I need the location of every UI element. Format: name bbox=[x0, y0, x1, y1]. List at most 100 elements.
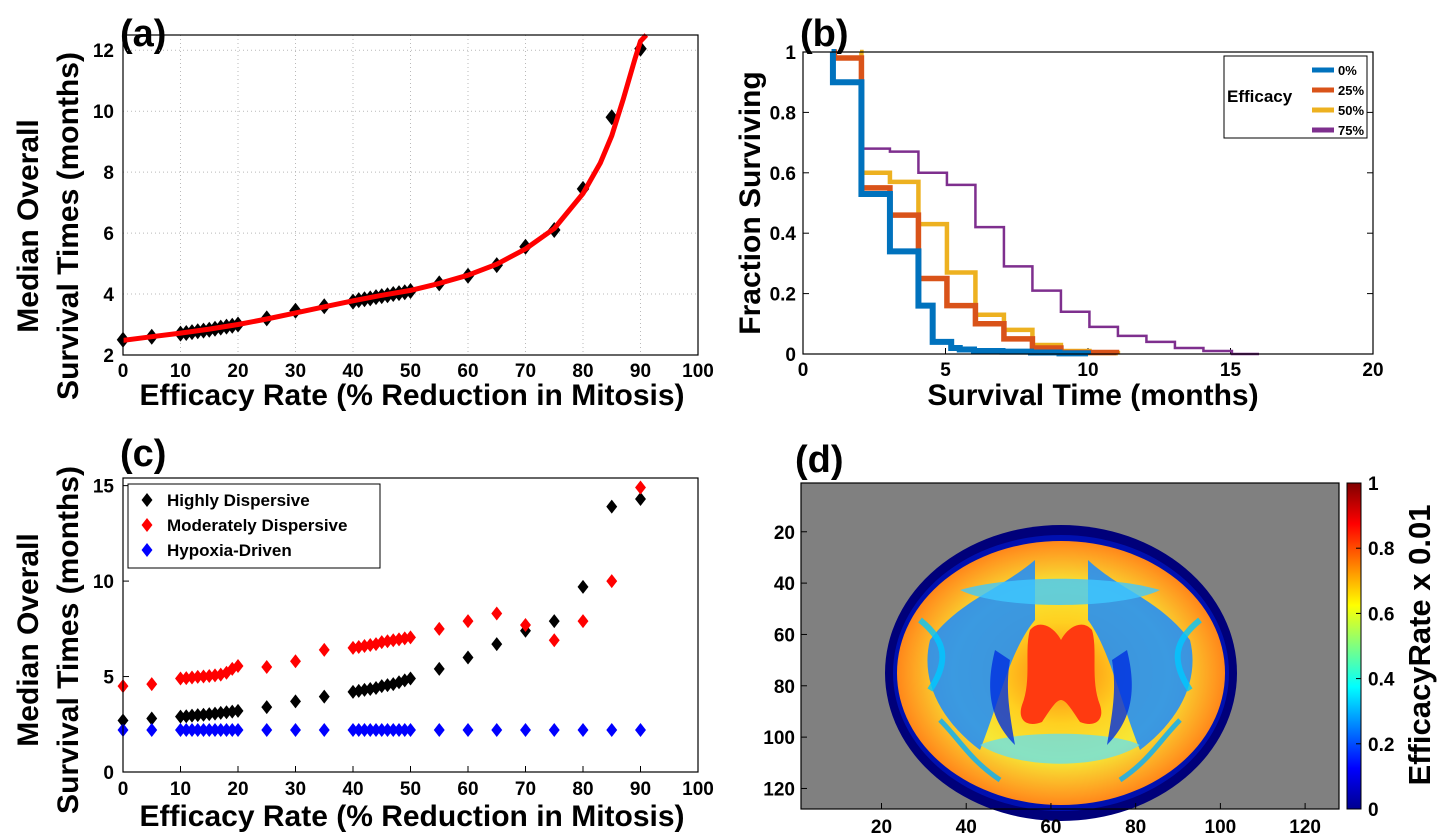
panel-c-point bbox=[180, 723, 192, 737]
panel-c: (c) 0 10 20 30 40 50 60 70 80 90 100 0 5 10 15 Highly … bbox=[12, 433, 714, 833]
colorbar-tick: 0.6 bbox=[1368, 604, 1394, 625]
panel-b-frame bbox=[802, 51, 1374, 355]
panel-c-xtick: 50 bbox=[400, 779, 421, 800]
panel-c-point bbox=[290, 654, 301, 669]
panel-c-legend-box bbox=[127, 483, 381, 569]
panel-b-legend-box bbox=[1223, 55, 1368, 139]
deep-blue-right bbox=[1107, 650, 1132, 745]
panel-c-point bbox=[399, 723, 411, 737]
panel-a-xtick: 100 bbox=[682, 361, 714, 382]
colorbar-tick: 0.2 bbox=[1368, 735, 1394, 756]
panel-c-point bbox=[318, 642, 330, 657]
panel-a-marks bbox=[116, 33, 649, 348]
panel-d-xtick: 80 bbox=[1125, 817, 1146, 837]
panel-c-legend-marker bbox=[141, 493, 153, 507]
panel-a-xtick: 60 bbox=[457, 361, 478, 382]
panel-d-ytick: 120 bbox=[763, 779, 795, 800]
ventricle bbox=[1020, 624, 1102, 725]
colorbar-tick: 1 bbox=[1368, 474, 1379, 495]
panel-a-xlabel: Efficacy Rate (% Reduction in Mitosis) bbox=[139, 379, 684, 412]
panel-c-point bbox=[186, 723, 198, 737]
panel-a: (a) 0 10 20 30 40 50 60 70 80 90 100 2 4 6 8 10 12 Effic… bbox=[12, 13, 714, 412]
panel-b-marks bbox=[829, 49, 1259, 357]
panel-a-xtick: 10 bbox=[170, 361, 191, 382]
panel-a-ytick: 2 bbox=[103, 346, 114, 367]
white-matter-right bbox=[1088, 560, 1193, 750]
panel-c-point bbox=[175, 723, 186, 737]
panel-c-point bbox=[370, 723, 382, 737]
panel-c-point bbox=[577, 579, 589, 594]
panel-c-point bbox=[192, 723, 204, 737]
panel-a-xtick: 0 bbox=[118, 361, 129, 382]
panel-c-legend-label: Moderately Dispersive bbox=[167, 516, 347, 535]
panel-c-ticks: 0 10 20 30 40 50 60 70 80 90 100 0 5 10 15 bbox=[93, 477, 714, 800]
panel-a-ylabel-line2: Survival Times (months) bbox=[52, 52, 85, 400]
panel-c-point bbox=[635, 492, 646, 506]
panel-c-point bbox=[175, 709, 186, 724]
panel-c-ylabel-line1: Median Overall bbox=[12, 533, 45, 746]
panel-c-point bbox=[198, 669, 209, 684]
panel-c-point bbox=[221, 665, 232, 680]
panel-c-legend-label: Highly Dispersive bbox=[167, 491, 310, 510]
panel-c-point bbox=[491, 637, 503, 652]
panel-c-point bbox=[347, 723, 359, 737]
panel-a-xtick: 90 bbox=[630, 361, 651, 382]
panel-c-legend-marker bbox=[141, 543, 153, 557]
panel-c-point bbox=[221, 705, 232, 720]
panel-c-point bbox=[198, 723, 209, 737]
panel-c-xtick: 20 bbox=[227, 779, 248, 800]
panel-d-ytick: 60 bbox=[774, 625, 795, 646]
panel-c-point bbox=[405, 630, 416, 645]
panel-c-xtick: 40 bbox=[342, 779, 363, 800]
colorbar-tick: 0 bbox=[1368, 800, 1379, 821]
panel-c-point bbox=[433, 621, 445, 636]
panel-c-point bbox=[393, 723, 405, 737]
panel-c-point bbox=[577, 614, 589, 629]
panel-b-legend-label: 75% bbox=[1338, 123, 1364, 138]
panel-c-point bbox=[203, 707, 215, 722]
panel-b-ytick: 0.4 bbox=[770, 224, 797, 245]
panel-c-point bbox=[548, 633, 560, 648]
panel-c-point bbox=[462, 723, 474, 737]
panel-c-point bbox=[491, 723, 503, 737]
brain-detail bbox=[918, 560, 1202, 783]
panel-b-curve bbox=[860, 50, 1259, 356]
panel-a-ylabel-line1: Median Overall bbox=[12, 119, 45, 332]
panel-c-point bbox=[209, 723, 221, 737]
panel-c-ytick: 10 bbox=[93, 572, 114, 593]
panel-c-legend-label: Hypoxia-Driven bbox=[167, 541, 292, 560]
panel-b-xtick: 10 bbox=[1077, 360, 1098, 381]
panel-c-point bbox=[261, 700, 273, 715]
panel-c-point bbox=[382, 723, 393, 737]
panel-c-point bbox=[215, 723, 227, 737]
panel-c-xtick: 90 bbox=[630, 779, 651, 800]
panel-b-xtick: 5 bbox=[940, 360, 951, 381]
panel-c-ytick: 15 bbox=[93, 477, 115, 498]
colorbar bbox=[1346, 482, 1362, 810]
panel-c-point bbox=[548, 614, 560, 629]
panel-d-ytick: 20 bbox=[774, 523, 795, 544]
panel-d-ytick: 100 bbox=[763, 728, 795, 749]
colorbar-tick: 0.8 bbox=[1368, 539, 1394, 560]
deep-blue-left bbox=[990, 650, 1015, 745]
panel-b-legend-label: 50% bbox=[1338, 103, 1364, 118]
panel-c-point bbox=[261, 660, 273, 674]
panel-c-xlabel: Efficacy Rate (% Reduction in Mitosis) bbox=[139, 800, 684, 833]
brain-image bbox=[885, 525, 1237, 821]
panel-b-xtick: 20 bbox=[1362, 360, 1383, 381]
panel-c-marks bbox=[117, 480, 646, 737]
colorbar-ticks: 0 0.2 0.4 0.6 0.8 1 bbox=[1356, 474, 1395, 821]
panel-a-fit-line bbox=[122, 33, 649, 343]
panel-c-point bbox=[175, 671, 186, 686]
sulcus-3 bbox=[938, 718, 1002, 783]
panel-a-xtick: 20 bbox=[227, 361, 248, 382]
panel-c-point bbox=[606, 723, 618, 737]
panel-c-point bbox=[520, 723, 531, 737]
panel-c-legend-marker bbox=[141, 518, 153, 532]
panel-a-ytick: 6 bbox=[103, 224, 114, 245]
panel-c-xtick: 100 bbox=[682, 779, 714, 800]
panel-c-xtick: 0 bbox=[118, 779, 129, 800]
panel-c-point bbox=[290, 694, 301, 709]
panel-c-point bbox=[462, 650, 474, 665]
